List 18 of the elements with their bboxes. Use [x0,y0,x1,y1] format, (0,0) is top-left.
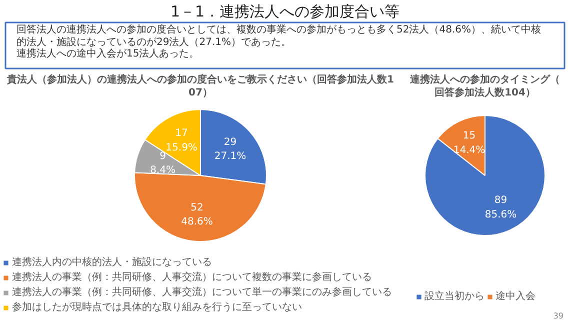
legend-label: 連携法人の事業（例：共同研修、人事交流）について複数の事業に参画している [12,270,372,284]
data-label: 29 27.1% [214,136,246,162]
data-label: 9 8.4% [150,150,176,176]
data-label: 89 85.6% [484,195,517,221]
legend-label: 設立当初から [424,290,484,303]
chart-title: 貴法人（参加法人）の連携法人への参加の度合いをご教示ください（回答参加法人数107） [6,74,394,99]
legend-label: 連携法人の事業（例：共同研修、人事交流）について単一の事業にのみ参画している [12,286,392,299]
text: 1－1．連携法人への参加度合い等 [170,2,400,20]
chart-title: 連携法人への参加のタイミング（回答参加法人数104） [409,74,560,99]
text: 回答法人の連携法人への参加の度合いとしては、複数の事業への参加がもっとも多く52法人（48.6%）、続いて中核的法人・施設になっているのが29法人（27.1%）であった。 [16,24,541,48]
text: 39 [553,312,564,320]
legend-label: 参加はしたが現時点では具体的な取り組みを行うに至っていない [12,300,302,314]
text: 連携法人への途中入会が15法人あった。 [16,48,200,60]
data-label: 17 15.9% [166,128,198,154]
legend-label: 連携法人内の中核的法人・施設になっている [12,256,212,269]
data-label: 52 48.6% [181,202,213,228]
data-label: 15 14.4% [453,130,486,156]
legend-label: 途中入会 [496,290,536,303]
